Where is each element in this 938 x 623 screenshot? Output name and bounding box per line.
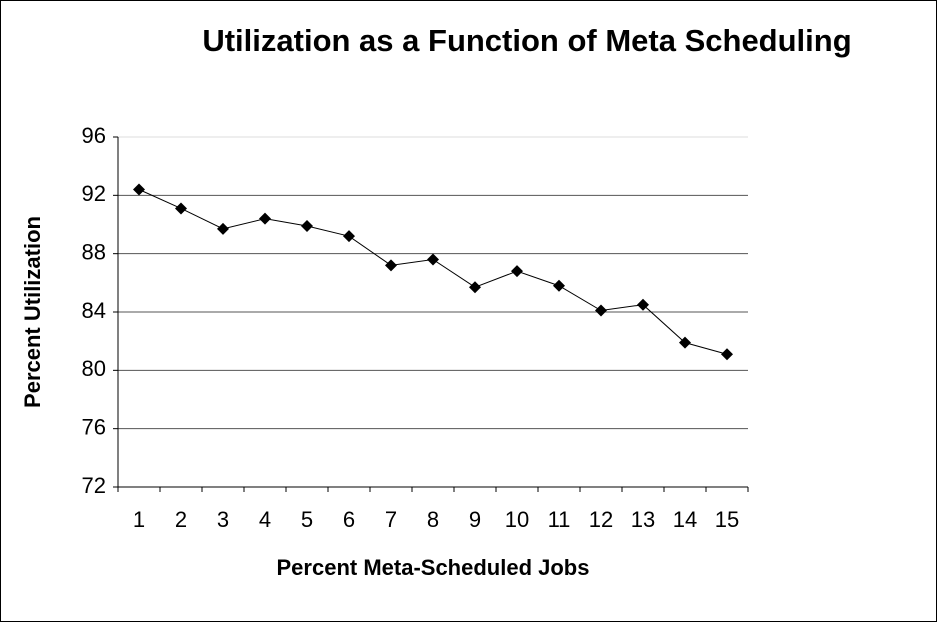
marker [679,336,691,349]
marker [721,348,733,361]
x-tick-label: 1 [133,507,145,532]
y-tick-label: 72 [82,473,106,498]
x-tick-label: 14 [673,507,697,532]
x-tick-label: 10 [505,507,529,532]
x-tick-label: 6 [343,507,355,532]
marker [427,253,439,266]
marker [301,219,313,232]
marker [637,298,649,311]
x-tick-label: 2 [175,507,187,532]
y-axis-label: Percent Utilization [20,216,45,408]
x-tick-label: 12 [589,507,613,532]
chart-title: Utilization as a Function of Meta Schedu… [202,23,851,58]
y-tick-label: 92 [82,181,106,206]
x-tick-label: 7 [385,507,397,532]
x-tick-label: 5 [301,507,313,532]
marker [511,265,523,278]
marker [343,230,355,243]
marker [133,183,145,196]
y-tick-label: 76 [82,414,106,439]
x-tick-label: 3 [217,507,229,532]
x-tick-label: 15 [715,507,739,532]
marker [469,281,481,294]
x-tick-label: 9 [469,507,481,532]
x-axis-label: Percent Meta-Scheduled Jobs [277,555,590,580]
marker [175,202,187,215]
marker [553,279,565,292]
x-tick-label: 13 [631,507,655,532]
y-tick-label: 84 [82,298,106,323]
y-tick-label: 88 [82,239,106,264]
x-tick-label: 8 [427,507,439,532]
marker [259,212,271,225]
marker [385,259,397,272]
x-tick-label: 11 [548,507,571,532]
x-tick-label: 4 [259,507,271,532]
y-tick-label: 80 [82,356,106,381]
marker [217,222,229,235]
marker [595,304,607,317]
y-tick-label: 96 [82,123,106,148]
